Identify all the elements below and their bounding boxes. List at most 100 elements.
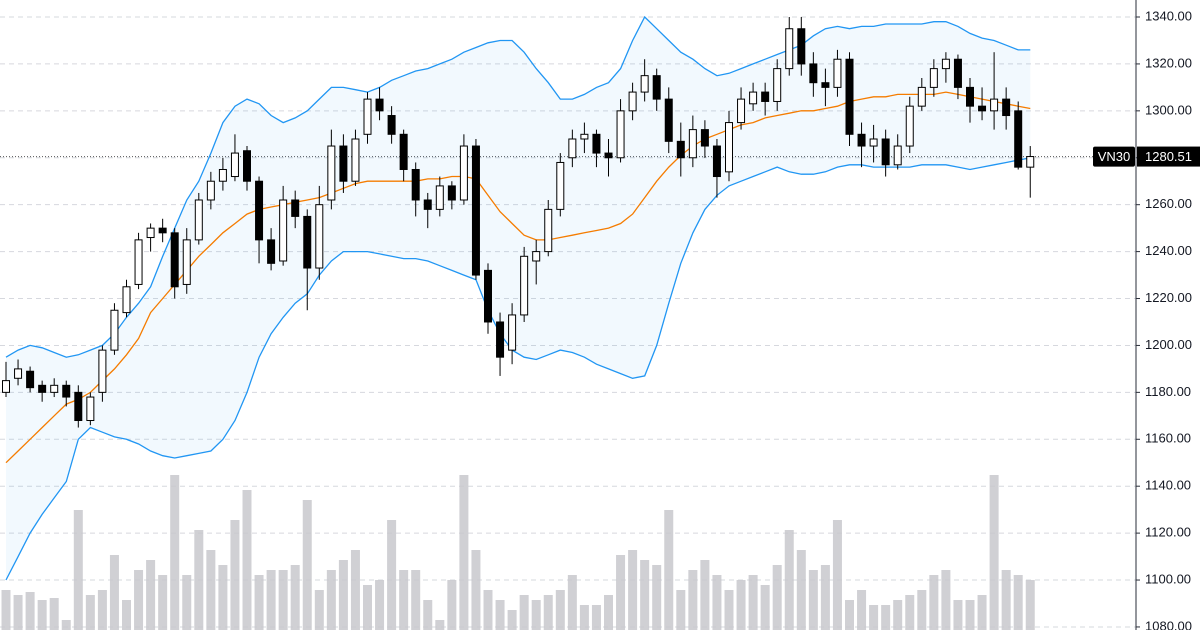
candle-body	[243, 150, 251, 182]
candle-body	[929, 68, 938, 88]
candle-body	[98, 349, 107, 393]
volume-bar	[543, 595, 553, 630]
volume-bar	[73, 510, 83, 630]
volume-bar	[628, 550, 638, 630]
volume-bar	[447, 580, 457, 630]
candle-body	[556, 161, 565, 210]
y-tick-label: 1320.00	[1145, 55, 1192, 70]
candle-body	[74, 391, 83, 422]
volume-bar	[61, 620, 71, 630]
candle-body	[809, 63, 818, 84]
upper-band	[5, 15, 1031, 358]
candle-body	[1014, 110, 1023, 168]
volume-bar	[917, 590, 927, 630]
volume-bar	[977, 595, 987, 630]
candle-body	[761, 91, 770, 102]
candle-body	[339, 145, 348, 182]
volume-bar	[676, 590, 686, 630]
y-tick-label: 1140.00	[1145, 478, 1191, 493]
volume-bar	[49, 598, 59, 630]
candle-body	[1026, 156, 1035, 168]
volume-bar	[218, 565, 228, 630]
volume-bar	[134, 570, 144, 630]
volume-bar	[230, 520, 240, 630]
y-tick-label: 1300.00	[1145, 102, 1192, 117]
volume-bar	[567, 575, 577, 630]
candle-body	[917, 86, 926, 107]
candle-body	[158, 227, 167, 234]
volume-bar	[832, 520, 842, 630]
volume-bar	[350, 550, 360, 630]
volume-bar	[688, 570, 698, 630]
candle-body	[363, 98, 372, 135]
candle-body	[773, 68, 782, 102]
volume-bar	[471, 550, 481, 630]
candle-body	[941, 58, 950, 70]
candle-body	[110, 309, 119, 351]
volume-bar	[664, 510, 674, 630]
candle-body	[1002, 98, 1011, 117]
price-axis: 1080.00 1100.00 1120.00 1140.00 1160.00 1180.…	[1093, 0, 1200, 630]
candle-body	[580, 133, 589, 140]
y-tick-label: 1240.00	[1145, 243, 1192, 258]
volume-bar	[242, 490, 252, 630]
lower-band	[5, 157, 1031, 581]
candle-body	[725, 122, 733, 173]
candle-body	[315, 204, 324, 269]
candle-body	[785, 28, 794, 70]
candle-body	[2, 380, 10, 393]
candle-body	[423, 199, 432, 210]
candle-body	[616, 110, 625, 159]
volume-bar	[965, 600, 975, 630]
candle-body	[893, 145, 902, 166]
volume-bar	[616, 555, 626, 630]
volume-bar	[881, 605, 891, 630]
y-tick-label: 1120.00	[1145, 525, 1191, 540]
y-tick-label: 1100.00	[1145, 571, 1191, 586]
volume-bar	[206, 550, 216, 630]
volume-bar	[254, 575, 264, 630]
volume-bar	[555, 590, 565, 630]
candle-body	[496, 321, 505, 358]
volume-bar	[326, 570, 336, 630]
candle-body	[508, 314, 517, 351]
candle-body	[640, 75, 649, 93]
candle-body	[845, 58, 854, 135]
candle-body	[435, 185, 444, 210]
candle-body	[351, 138, 360, 182]
volume-bar	[387, 520, 397, 630]
volume-bar	[302, 500, 312, 630]
candle-body	[953, 58, 962, 88]
volume-bar	[158, 575, 168, 630]
candle-body	[291, 199, 300, 217]
candle-body	[279, 199, 288, 262]
volume-bar	[411, 570, 421, 630]
candle-body	[797, 28, 806, 65]
candle-body	[86, 396, 95, 422]
y-tick-label: 1340.00	[1145, 8, 1192, 23]
candle-body	[26, 370, 35, 389]
candle-body	[520, 255, 529, 316]
volume-bar	[591, 605, 601, 630]
volume-bar	[905, 595, 915, 630]
volume-bar	[604, 595, 613, 630]
candle-body	[50, 384, 59, 393]
volume-bar	[724, 590, 734, 630]
volume-bar	[1001, 570, 1011, 630]
candle-body	[267, 239, 276, 264]
volume-bar	[784, 530, 794, 630]
candle-body	[821, 82, 830, 88]
candle-body	[471, 145, 480, 276]
volume-bar	[929, 575, 939, 630]
candle-body	[869, 138, 878, 147]
candle-body	[255, 180, 264, 241]
candle-body	[604, 152, 613, 159]
volume-bar	[845, 600, 854, 630]
candle-body	[688, 129, 697, 159]
candle-body	[122, 286, 131, 314]
candle-body	[375, 98, 384, 112]
candle-body	[459, 145, 468, 201]
volume-bar	[375, 580, 385, 630]
volume-bar	[953, 600, 963, 630]
candle-body	[544, 208, 553, 253]
